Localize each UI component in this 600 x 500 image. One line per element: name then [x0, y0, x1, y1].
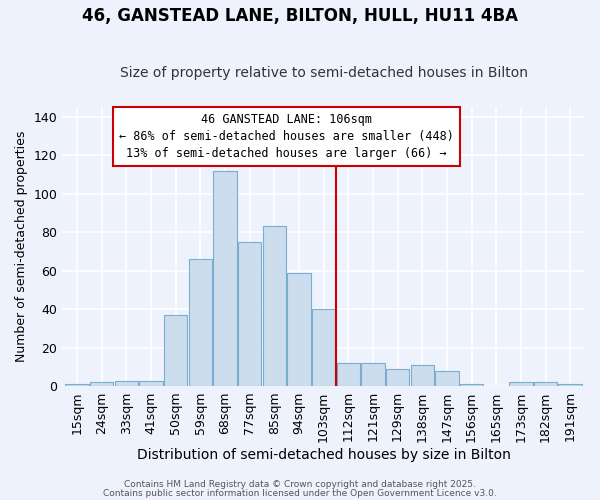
Bar — [164, 315, 187, 386]
Bar — [435, 371, 458, 386]
Title: Size of property relative to semi-detached houses in Bilton: Size of property relative to semi-detach… — [119, 66, 527, 80]
Bar — [214, 170, 237, 386]
Bar — [460, 384, 483, 386]
Bar — [337, 363, 360, 386]
Bar — [559, 384, 582, 386]
Bar — [90, 382, 113, 386]
X-axis label: Distribution of semi-detached houses by size in Bilton: Distribution of semi-detached houses by … — [137, 448, 511, 462]
Bar — [115, 380, 138, 386]
Bar — [361, 363, 385, 386]
Text: 46, GANSTEAD LANE, BILTON, HULL, HU11 4BA: 46, GANSTEAD LANE, BILTON, HULL, HU11 4B… — [82, 8, 518, 26]
Bar — [386, 369, 409, 386]
Bar — [238, 242, 262, 386]
Text: 46 GANSTEAD LANE: 106sqm
← 86% of semi-detached houses are smaller (448)
13% of : 46 GANSTEAD LANE: 106sqm ← 86% of semi-d… — [119, 113, 454, 160]
Bar — [263, 226, 286, 386]
Bar — [312, 310, 335, 386]
Bar — [287, 272, 311, 386]
Bar — [139, 380, 163, 386]
Bar — [410, 365, 434, 386]
Text: Contains public sector information licensed under the Open Government Licence v3: Contains public sector information licen… — [103, 488, 497, 498]
Bar — [188, 259, 212, 386]
Text: Contains HM Land Registry data © Crown copyright and database right 2025.: Contains HM Land Registry data © Crown c… — [124, 480, 476, 489]
Bar — [534, 382, 557, 386]
Bar — [65, 384, 89, 386]
Bar — [509, 382, 533, 386]
Y-axis label: Number of semi-detached properties: Number of semi-detached properties — [15, 131, 28, 362]
